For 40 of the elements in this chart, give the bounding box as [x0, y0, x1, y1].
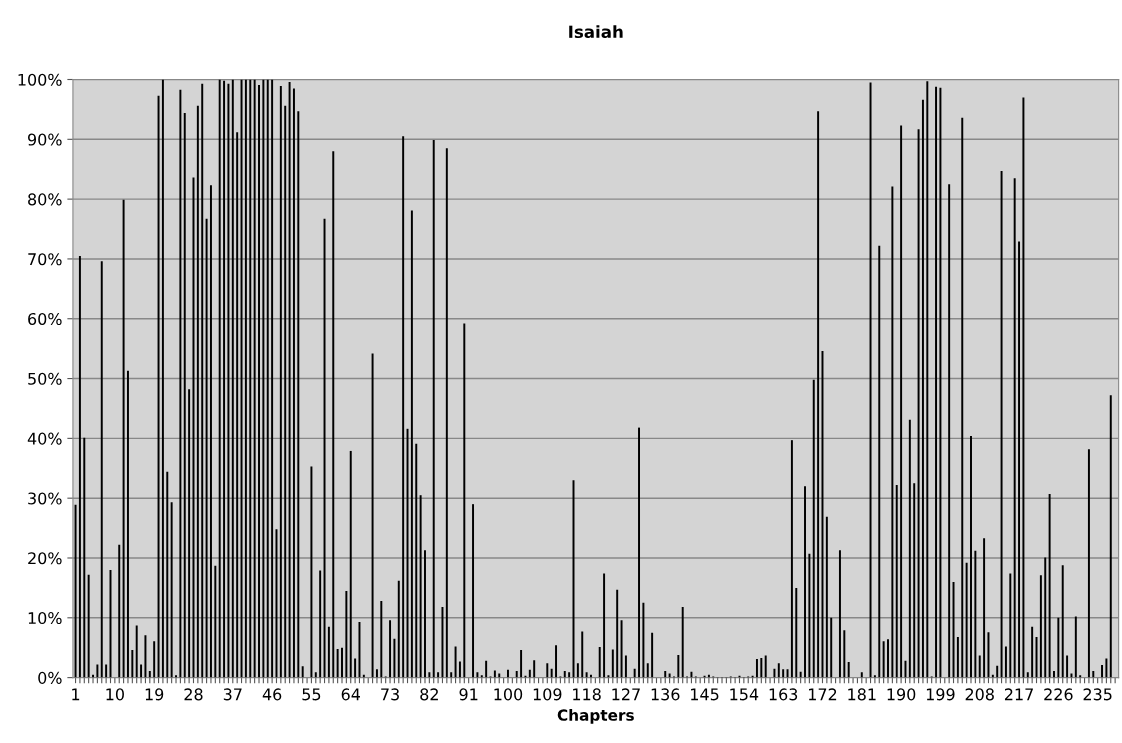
y-tick-label: 80% [28, 193, 62, 206]
x-tick-label: 127 [612, 688, 640, 701]
y-tick-label: 10% [28, 612, 62, 625]
x-tick-label: 181 [848, 688, 876, 701]
chart-title: Isaiah [569, 25, 623, 39]
x-tick-label: 199 [926, 688, 955, 701]
x-tick-label: 190 [887, 688, 916, 701]
x-tick-label: 19 [145, 688, 164, 701]
y-tick-label: 50% [28, 372, 62, 385]
x-tick-label: 82 [420, 688, 438, 701]
x-tick-label: 100 [494, 688, 523, 701]
y-tick-label: 90% [28, 133, 62, 146]
x-tick-label: 226 [1044, 688, 1073, 701]
x-tick-label: 154 [730, 688, 759, 701]
x-tick-label: 109 [533, 688, 562, 701]
y-tick-label: 60% [28, 312, 62, 326]
y-tick-label: 30% [28, 492, 62, 505]
x-tick-label: 163 [769, 688, 798, 701]
x-tick-label: 91 [459, 688, 478, 701]
x-axis-title: Chapters [557, 709, 634, 724]
x-tick-label: 136 [651, 688, 680, 701]
x-tick-label: 1 [72, 688, 80, 701]
x-tick-label: 64 [341, 688, 360, 701]
x-tick-label: 172 [808, 688, 837, 701]
y-tick-label: 40% [27, 432, 62, 445]
y-tick-label: 100% [18, 73, 62, 86]
x-tick-label: 37 [223, 688, 242, 701]
x-tick-label: 73 [381, 688, 399, 701]
x-tick-label: 55 [302, 688, 321, 701]
x-tick-label: 208 [965, 688, 994, 701]
x-tick-label: 217 [1004, 688, 1033, 701]
x-tick-label: 46 [262, 688, 282, 701]
y-tick-label: 0% [38, 671, 62, 684]
x-tick-label: 28 [184, 688, 203, 701]
y-tick-label: 20% [28, 552, 62, 565]
x-tick-label: 145 [691, 688, 719, 701]
x-tick-label: 235 [1083, 688, 1112, 701]
y-tick-label: 70% [28, 253, 62, 266]
x-tick-label: 118 [573, 688, 601, 701]
x-tick-label: 10 [106, 688, 124, 701]
